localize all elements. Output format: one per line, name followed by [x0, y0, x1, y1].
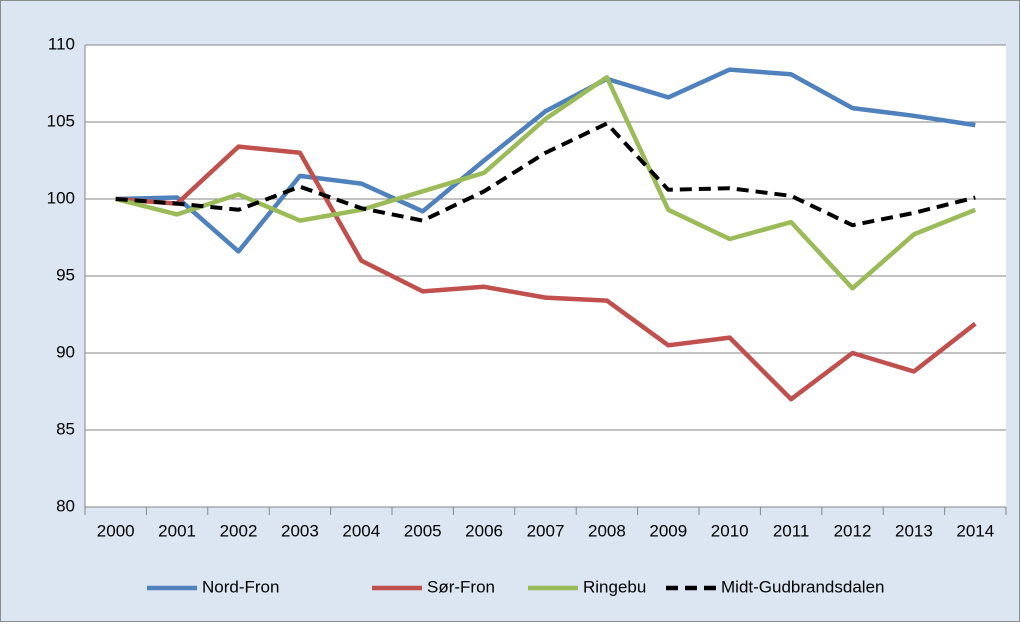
series-line	[115, 67, 976, 254]
y-tick-label: 105	[47, 111, 75, 130]
series-line	[115, 121, 976, 228]
x-tick-label: 2012	[834, 521, 872, 540]
y-tick-label: 100	[47, 188, 75, 207]
x-tick-label: 2002	[220, 521, 258, 540]
series-line	[115, 144, 977, 402]
x-tick-label: 2014	[956, 521, 994, 540]
y-tick-label: 95	[56, 265, 75, 284]
x-tick-label: 2013	[895, 521, 933, 540]
y-tick-label: 90	[56, 342, 75, 361]
x-tick-label: 2000	[97, 521, 135, 540]
legend-label: Midt-Gudbrandsdalen	[721, 577, 884, 596]
x-tick-label: 2005	[404, 521, 442, 540]
x-tick-label: 2003	[281, 521, 319, 540]
x-tick-label: 2009	[649, 521, 687, 540]
x-tick-label: 2004	[342, 521, 380, 540]
x-tick-label: 2011	[773, 521, 810, 540]
legend-label: Sør-Fron	[427, 577, 495, 596]
x-tick-label: 2007	[527, 521, 565, 540]
y-tick-label: 85	[56, 419, 75, 438]
legend-label: Nord-Fron	[202, 577, 279, 596]
x-tick-label: 2008	[588, 521, 626, 540]
x-tick-label: 2001	[158, 521, 196, 540]
y-tick-label: 110	[48, 34, 75, 53]
y-tick-label: 80	[56, 496, 75, 515]
legend-label: Ringebu	[583, 577, 646, 596]
x-tick-label: 2006	[465, 521, 503, 540]
x-tick-label: 2010	[711, 521, 749, 540]
